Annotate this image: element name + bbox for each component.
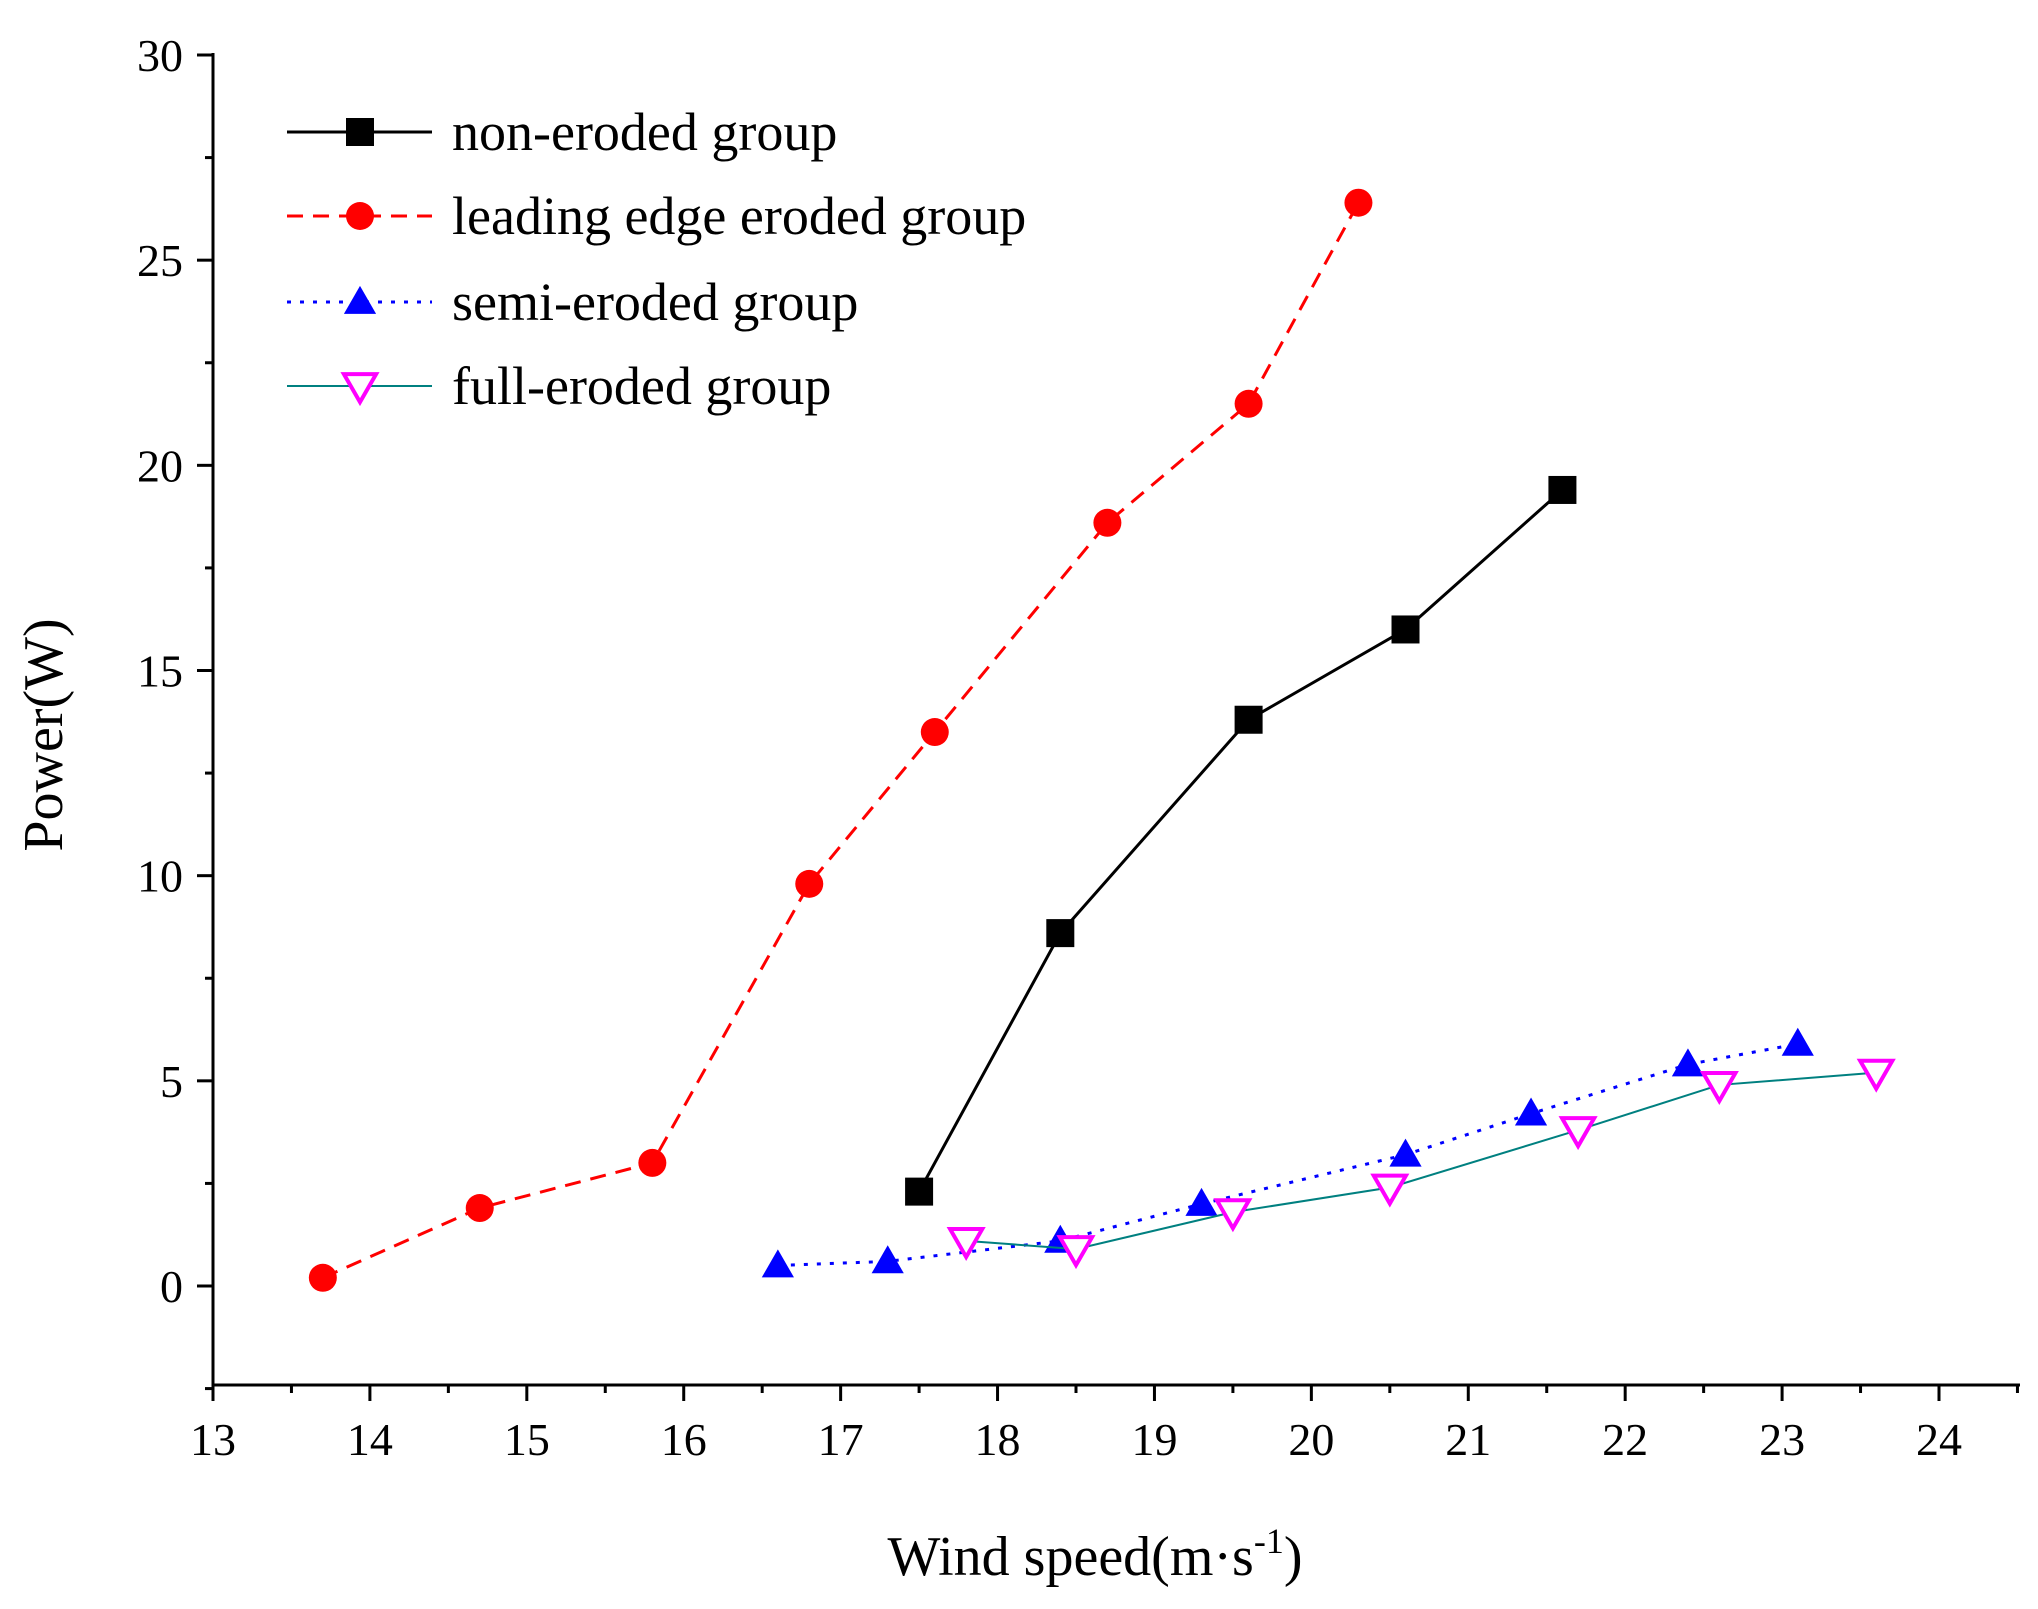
- series-1: [309, 189, 1373, 1292]
- series-line: [966, 1073, 1876, 1249]
- x-tick-label: 19: [1131, 1414, 1177, 1465]
- x-tick-label: 18: [975, 1414, 1021, 1465]
- data-point: [638, 1149, 666, 1177]
- x-tick-label: 20: [1288, 1414, 1334, 1465]
- data-point: [1672, 1048, 1704, 1076]
- x-axis-title-close: ): [1284, 1526, 1303, 1588]
- x-tick-label: 24: [1916, 1414, 1962, 1465]
- chart: 0 5 10 15 20 25 30 13 14 15 16 17 18 19 20 21 22 23 24 non…: [0, 0, 2038, 1609]
- legend-label: semi-eroded group: [452, 272, 858, 332]
- series-0: [905, 476, 1576, 1206]
- data-point: [1782, 1028, 1814, 1056]
- series-3: [950, 1061, 1892, 1265]
- legend-marker: [344, 286, 376, 314]
- legend-marker: [346, 202, 374, 230]
- x-axis-title-sup: -1: [1254, 1521, 1284, 1561]
- x-axis-title-main: Wind speed(m·s: [888, 1526, 1254, 1588]
- data-point: [1235, 390, 1263, 418]
- y-tick-label: 15: [137, 646, 183, 697]
- legend-label: leading edge eroded group: [452, 186, 1026, 246]
- legend-label: non-eroded group: [452, 102, 837, 162]
- x-tick-label: 16: [661, 1414, 707, 1465]
- legend-marker: [346, 118, 374, 146]
- data-point: [1548, 476, 1576, 504]
- legend: non-eroded group leading edge eroded grou…: [287, 102, 1026, 416]
- y-tick-label: 5: [160, 1056, 183, 1107]
- x-tick-label: 13: [190, 1414, 236, 1465]
- data-point: [872, 1245, 904, 1273]
- x-axis-title: Wind speed(m·s-1): [888, 1521, 1303, 1588]
- data-point: [762, 1249, 794, 1277]
- y-tick-label: 0: [160, 1261, 183, 1312]
- x-tick-label: 14: [347, 1414, 393, 1465]
- y-tick-label: 25: [137, 235, 183, 286]
- series-2: [762, 1028, 1814, 1278]
- data-point: [1046, 919, 1074, 947]
- x-tick-label: 15: [504, 1414, 550, 1465]
- data-point: [1860, 1061, 1892, 1089]
- data-point: [1703, 1073, 1735, 1101]
- data-point: [1389, 1139, 1421, 1167]
- data-point: [950, 1229, 982, 1257]
- data-point: [1235, 706, 1263, 734]
- legend-marker: [344, 374, 376, 402]
- data-point: [309, 1264, 337, 1292]
- legend-label: full-eroded group: [452, 356, 831, 416]
- data-point: [1093, 509, 1121, 537]
- series-layer: [309, 189, 1893, 1292]
- data-point: [905, 1178, 933, 1206]
- data-point: [1344, 189, 1372, 217]
- y-tick-label: 30: [137, 30, 183, 81]
- data-point: [1392, 615, 1420, 643]
- y-axis-title: Power(W): [13, 618, 75, 851]
- data-point: [466, 1194, 494, 1222]
- data-point: [1185, 1188, 1217, 1216]
- data-point: [795, 870, 823, 898]
- x-tick-label: 21: [1445, 1414, 1491, 1465]
- y-tick-label: 20: [137, 440, 183, 491]
- x-tick-label: 17: [818, 1414, 864, 1465]
- data-point: [1562, 1118, 1594, 1146]
- data-point: [921, 718, 949, 746]
- x-tick-label: 22: [1602, 1414, 1648, 1465]
- series-line: [778, 1044, 1798, 1266]
- x-tick-label: 23: [1759, 1414, 1805, 1465]
- series-line: [919, 490, 1562, 1192]
- y-tick-label: 10: [137, 851, 183, 902]
